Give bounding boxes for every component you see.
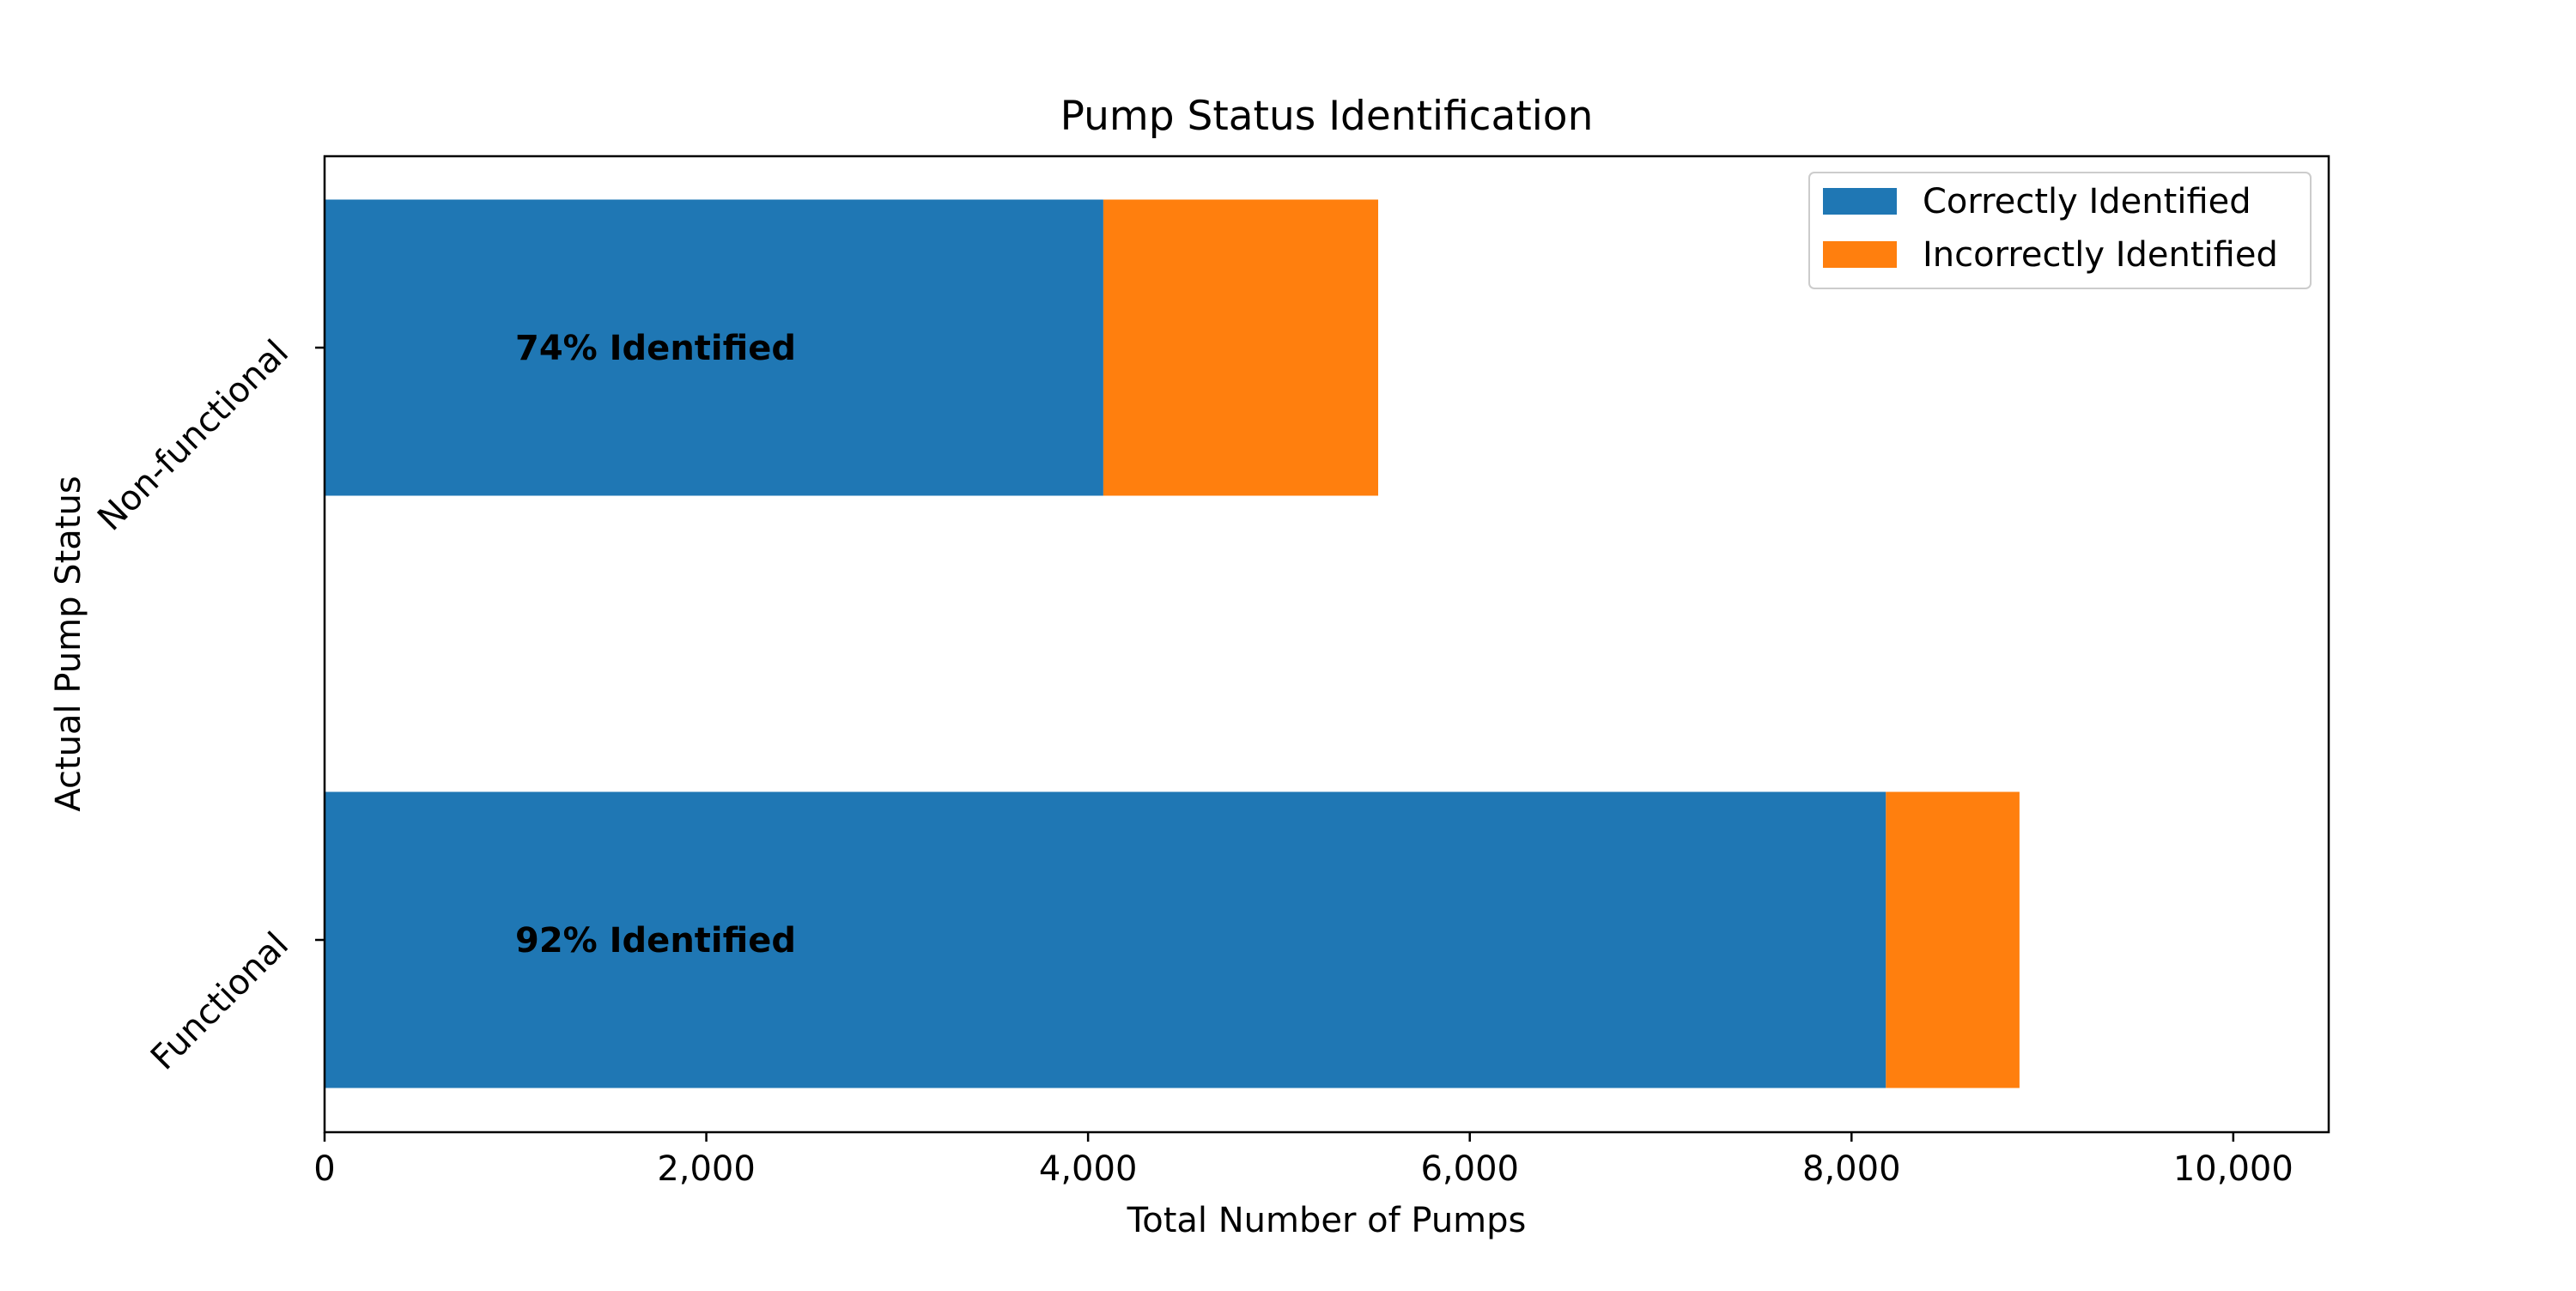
y-tick-label-non-functional: Non-functional	[90, 333, 296, 539]
bars-layer	[325, 199, 2020, 1088]
x-tick-label: 10,000	[2173, 1149, 2293, 1189]
y-axis-label: Actual Pump Status	[49, 476, 88, 811]
legend-swatch-correct	[1823, 188, 1897, 215]
y-axis: Functional Non-functional	[90, 333, 325, 1078]
bar-correct-non-functional	[325, 199, 1103, 496]
legend: Correctly Identified Incorrectly Identifi…	[1808, 172, 2312, 289]
bar-incorrect-functional	[1886, 791, 2020, 1088]
x-axis: 0 2,000 4,000 6,000 8,000 10,000	[313, 1132, 2293, 1189]
x-tick-label: 6,000	[1420, 1149, 1519, 1189]
x-axis-label: Total Number of Pumps	[1127, 1201, 1527, 1240]
x-tick-label: 8,000	[1802, 1149, 1901, 1189]
bar-incorrect-non-functional	[1103, 199, 1379, 496]
legend-box	[1808, 172, 2312, 289]
annotations-layer: 92% Identified 74% Identified	[515, 329, 796, 961]
legend-label-incorrect: Incorrectly Identified	[1923, 235, 2278, 275]
plot-frame	[323, 155, 2330, 1134]
x-tick-label: 2,000	[657, 1149, 756, 1189]
bar-correct-functional	[325, 791, 1886, 1088]
x-tick-label: 0	[313, 1149, 335, 1189]
bar-annotation-non-functional: 74% Identified	[515, 329, 796, 368]
chart-title: Pump Status Identification	[1060, 93, 1594, 140]
bar-annotation-functional: 92% Identified	[515, 921, 796, 961]
legend-swatch-incorrect	[1823, 241, 1897, 268]
x-tick-label: 4,000	[1039, 1149, 1138, 1189]
legend-label-correct: Correctly Identified	[1923, 182, 2251, 221]
y-tick-label-functional: Functional	[143, 925, 296, 1078]
